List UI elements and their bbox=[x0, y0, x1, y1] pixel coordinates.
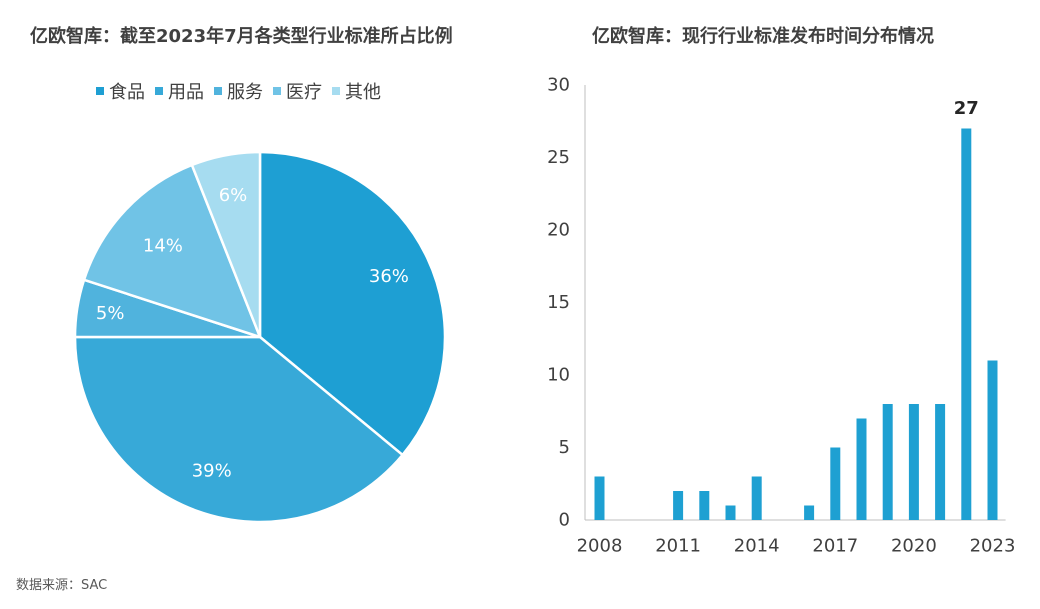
legend-swatch-services bbox=[214, 87, 222, 95]
legend-item-services: 服务 bbox=[214, 78, 263, 104]
bar-2011 bbox=[673, 491, 684, 520]
legend-label-supplies: 用品 bbox=[168, 82, 204, 103]
pie-slice-food bbox=[258, 150, 447, 457]
bar-2022 bbox=[961, 128, 972, 520]
legend-label-medical: 医疗 bbox=[286, 82, 322, 103]
bar-2023 bbox=[987, 360, 998, 520]
y-tick-label: 25 bbox=[547, 147, 570, 168]
pie-label-other: 6% bbox=[219, 185, 248, 206]
bar-chart-title: 亿欧智库：现行行业标准发布时间分布情况 bbox=[592, 26, 934, 47]
x-tick-label: 2011 bbox=[655, 536, 701, 557]
legend-item-medical: 医疗 bbox=[273, 78, 322, 104]
x-tick-label: 2023 bbox=[970, 536, 1016, 557]
y-tick-label: 5 bbox=[559, 437, 570, 458]
pie-chart: 36% 39% 5% 14% 6% bbox=[73, 150, 447, 524]
legend-item-other: 其他 bbox=[332, 78, 381, 104]
legend-label-other: 其他 bbox=[345, 82, 381, 103]
legend-item-food: 食品 bbox=[96, 78, 145, 104]
pie-chart-title: 亿欧智库：截至2023年7月各类型行业标准所占比例 bbox=[30, 26, 453, 47]
y-tick-label: 0 bbox=[559, 510, 570, 531]
pie-slice-supplies bbox=[73, 335, 405, 524]
data-source-note: 数据来源：SAC bbox=[16, 578, 108, 593]
y-tick-label: 10 bbox=[547, 365, 570, 386]
y-tick-label: 30 bbox=[547, 75, 570, 96]
pie-label-medical: 14% bbox=[143, 235, 183, 256]
x-tick-label: 2020 bbox=[891, 536, 937, 557]
x-tick-label: 2017 bbox=[812, 536, 858, 557]
legend-swatch-other bbox=[332, 87, 340, 95]
pie-label-supplies: 39% bbox=[192, 461, 232, 482]
pie-legend: 食品 用品 服务 医疗 其他 bbox=[96, 78, 381, 104]
bar-2020 bbox=[908, 404, 919, 520]
y-tick-label: 20 bbox=[547, 220, 570, 241]
bar-2013 bbox=[725, 505, 736, 520]
x-tick-label: 2014 bbox=[734, 536, 780, 557]
legend-label-food: 食品 bbox=[109, 82, 145, 103]
bar-2008 bbox=[594, 476, 605, 520]
y-tick-label: 15 bbox=[547, 292, 570, 313]
bar-2019 bbox=[882, 404, 893, 520]
bar-chart: 0 5 10 15 20 25 30 2008 2011 2014 2017 2020 2023 27 bbox=[547, 75, 1016, 557]
legend-swatch-medical bbox=[273, 87, 281, 95]
legend-swatch-food bbox=[96, 87, 104, 95]
bar-2017 bbox=[830, 447, 841, 520]
bar-2012 bbox=[699, 491, 710, 520]
legend-item-supplies: 用品 bbox=[155, 78, 204, 104]
bar-annotation-label: 27 bbox=[954, 98, 979, 119]
bar-2018 bbox=[856, 418, 867, 520]
pie-slice-medical bbox=[82, 163, 263, 340]
legend-label-services: 服务 bbox=[227, 82, 263, 103]
bar-2016 bbox=[804, 505, 815, 520]
legend-swatch-supplies bbox=[155, 87, 163, 95]
pie-slice-other bbox=[190, 150, 262, 338]
pie-label-food: 36% bbox=[369, 266, 409, 287]
bar-2014 bbox=[751, 476, 762, 520]
x-tick-label: 2008 bbox=[577, 536, 623, 557]
bar-2021 bbox=[935, 404, 946, 520]
pie-label-services: 5% bbox=[96, 303, 125, 324]
